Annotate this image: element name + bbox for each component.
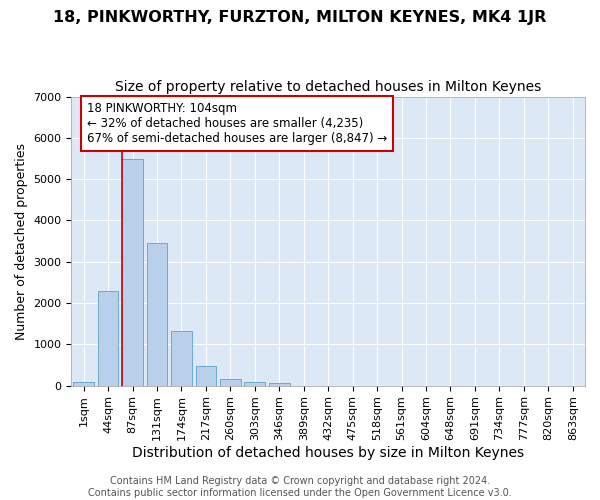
Bar bbox=[122, 160, 143, 386]
Bar bbox=[73, 382, 94, 386]
Text: Contains HM Land Registry data © Crown copyright and database right 2024.
Contai: Contains HM Land Registry data © Crown c… bbox=[88, 476, 512, 498]
X-axis label: Distribution of detached houses by size in Milton Keynes: Distribution of detached houses by size … bbox=[132, 446, 524, 460]
Text: 18 PINKWORTHY: 104sqm
← 32% of detached houses are smaller (4,235)
67% of semi-d: 18 PINKWORTHY: 104sqm ← 32% of detached … bbox=[87, 102, 388, 145]
Bar bbox=[171, 330, 192, 386]
Bar bbox=[269, 384, 290, 386]
Text: 18, PINKWORTHY, FURZTON, MILTON KEYNES, MK4 1JR: 18, PINKWORTHY, FURZTON, MILTON KEYNES, … bbox=[53, 10, 547, 25]
Title: Size of property relative to detached houses in Milton Keynes: Size of property relative to detached ho… bbox=[115, 80, 541, 94]
Y-axis label: Number of detached properties: Number of detached properties bbox=[15, 142, 28, 340]
Bar bbox=[244, 382, 265, 386]
Bar bbox=[196, 366, 217, 386]
Bar bbox=[98, 290, 118, 386]
Bar bbox=[146, 243, 167, 386]
Bar bbox=[220, 379, 241, 386]
